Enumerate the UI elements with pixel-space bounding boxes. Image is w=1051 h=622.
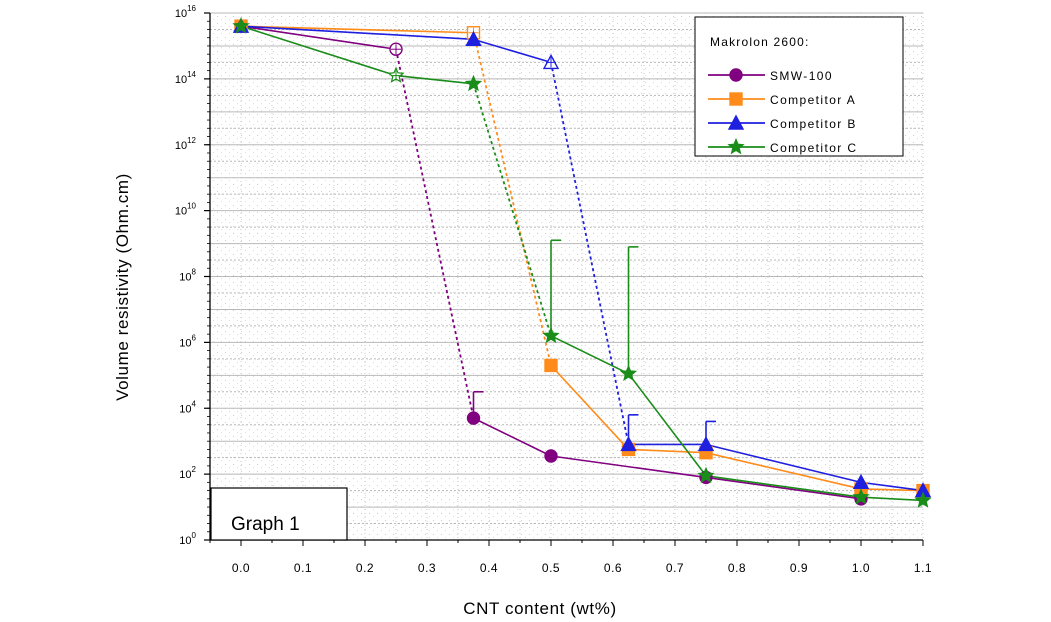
marker-triangle bbox=[727, 114, 745, 130]
y-tick-label: 104 bbox=[179, 399, 196, 415]
series-segment bbox=[550, 335, 629, 375]
series-segment bbox=[472, 32, 552, 366]
marker-triangle bbox=[465, 30, 482, 47]
marker-star bbox=[232, 17, 250, 34]
marker-star bbox=[914, 491, 932, 508]
x-tick-label: 0.1 bbox=[294, 561, 312, 575]
series-segment bbox=[473, 417, 552, 457]
legend-label: Competitor C bbox=[770, 141, 858, 155]
x-tick-label: 1.1 bbox=[914, 561, 932, 575]
marker-star bbox=[542, 326, 560, 344]
legend-title: Makrolon 2600: bbox=[710, 35, 810, 49]
y-tick-label: 1014 bbox=[175, 70, 197, 86]
y-tick-label: 108 bbox=[179, 268, 196, 284]
series-segment bbox=[705, 443, 862, 484]
series-segment bbox=[628, 448, 707, 454]
x-tick-label: 0.7 bbox=[666, 561, 684, 575]
y-tick-label: 1016 bbox=[175, 4, 197, 20]
series-segment bbox=[473, 38, 552, 64]
x-tick-label: 1.0 bbox=[852, 561, 870, 575]
series-segment bbox=[705, 474, 862, 498]
marker-star bbox=[464, 74, 483, 92]
y-tick-label: 1012 bbox=[175, 136, 197, 152]
series-segment bbox=[550, 455, 707, 479]
series-segment bbox=[860, 488, 924, 492]
series-segment bbox=[240, 25, 474, 34]
series-segment bbox=[860, 481, 924, 492]
data-markers bbox=[232, 17, 932, 508]
legend-label: Competitor A bbox=[770, 93, 856, 107]
legend: Makrolon 2600: SMW-100 Competitor A Compet… bbox=[694, 16, 904, 157]
series-segment bbox=[705, 476, 862, 500]
series-segment bbox=[627, 373, 707, 477]
x-tick-label: 0.6 bbox=[604, 561, 622, 575]
x-tick-label: 0.5 bbox=[542, 561, 560, 575]
y-tick-label: 100 bbox=[179, 531, 196, 547]
y-axis-title: Volume resistivity (Ohm.cm) bbox=[113, 173, 132, 401]
marker-star bbox=[727, 137, 745, 155]
legend-label: SMW-100 bbox=[770, 69, 833, 83]
x-axis-title: CNT content (wt%) bbox=[463, 599, 616, 618]
graph-label-frame bbox=[210, 487, 348, 541]
series-segment bbox=[240, 25, 397, 77]
series-segment bbox=[395, 49, 475, 419]
series-segment bbox=[240, 25, 474, 41]
y-tick-label: 106 bbox=[179, 333, 196, 349]
y-tick-label: 1010 bbox=[175, 202, 197, 218]
series-segment bbox=[705, 451, 862, 490]
x-tick-label: 0.2 bbox=[356, 561, 374, 575]
series-segment bbox=[395, 74, 474, 85]
x-tick-label: 0.9 bbox=[790, 561, 808, 575]
series-segment bbox=[550, 62, 630, 445]
series-segment bbox=[472, 83, 552, 337]
marker-square bbox=[729, 92, 743, 106]
legend-label: Competitor B bbox=[770, 117, 857, 131]
marker-triangle bbox=[697, 436, 715, 452]
series-segment bbox=[550, 364, 630, 450]
y-tick-label: 102 bbox=[179, 465, 196, 481]
series-segment bbox=[860, 496, 924, 502]
marker-circle bbox=[729, 68, 743, 82]
x-tick-label: 0.8 bbox=[728, 561, 746, 575]
marker-triangle bbox=[620, 436, 637, 452]
x-tick-label: 0.4 bbox=[480, 561, 498, 575]
legend-box bbox=[694, 16, 904, 157]
graph-label-box: Graph 1 bbox=[210, 487, 348, 541]
marker-circle bbox=[544, 449, 558, 463]
marker-square bbox=[544, 358, 558, 373]
series-lines bbox=[240, 25, 924, 502]
series-segment bbox=[240, 25, 397, 51]
marker-circle bbox=[466, 411, 481, 425]
marker-star bbox=[619, 364, 638, 381]
x-tick-label: 0.3 bbox=[418, 561, 436, 575]
graph-label: Graph 1 bbox=[231, 514, 300, 535]
marker-star bbox=[852, 488, 870, 505]
x-tick-label: 0.0 bbox=[232, 561, 250, 575]
marker-star bbox=[697, 466, 715, 484]
